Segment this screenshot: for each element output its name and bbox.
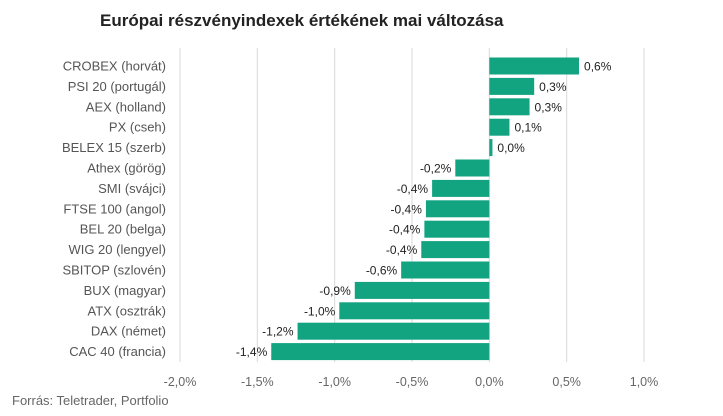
x-tick-label: 0,0% xyxy=(475,375,504,389)
category-label: SMI (svájci) xyxy=(98,181,166,196)
bar xyxy=(489,98,530,116)
value-label: -1,2% xyxy=(262,325,294,339)
value-label: -0,4% xyxy=(397,182,429,196)
bar xyxy=(339,302,490,320)
value-label: 0,0% xyxy=(497,141,525,155)
value-label: -0,4% xyxy=(391,202,423,216)
category-label: PX (cseh) xyxy=(109,120,166,135)
value-label: -0,4% xyxy=(389,223,421,237)
x-tick-label: -1,0% xyxy=(318,375,351,389)
x-axis-ticks: -2,0% -1,5% -1,0% -0,5% 0,0% 0,5% 1,0% xyxy=(164,375,659,389)
category-label: BEL 20 (belga) xyxy=(80,222,166,237)
bar xyxy=(271,343,490,361)
category-label: FTSE 100 (angol) xyxy=(63,201,166,216)
category-label: DAX (német) xyxy=(91,324,166,339)
category-label: Athex (görög) xyxy=(87,161,166,176)
value-label: 0,3% xyxy=(539,80,567,94)
value-label: -0,2% xyxy=(420,162,452,176)
bar xyxy=(424,220,490,238)
value-label: 0,1% xyxy=(514,121,542,135)
source-note: Forrás: Teletrader, Portfolio xyxy=(12,393,169,408)
x-tick-label: 1,0% xyxy=(630,375,659,389)
category-label: CAC 40 (francia) xyxy=(69,344,166,359)
category-label: BELEX 15 (szerb) xyxy=(62,140,166,155)
value-label: 0,6% xyxy=(584,60,612,74)
value-label: -0,9% xyxy=(319,284,351,298)
bar xyxy=(489,139,493,157)
bar xyxy=(489,77,535,95)
bar xyxy=(489,57,580,75)
x-tick-label: -1,5% xyxy=(241,375,274,389)
bars xyxy=(271,57,580,361)
value-labels: 0,6% 0,3% 0,3% 0,1% 0,0% -0,2% -0,4% -0,4% -0,4%… xyxy=(236,60,612,360)
bar xyxy=(297,322,490,340)
x-tick-label: 0,5% xyxy=(552,375,581,389)
category-label: WIG 20 (lengyel) xyxy=(68,242,166,257)
bar xyxy=(401,261,490,279)
bar xyxy=(421,241,490,259)
category-label: CROBEX (horvát) xyxy=(63,59,166,74)
category-labels: CROBEX (horvát) PSI 20 (portugál) AEX (hol… xyxy=(62,59,166,360)
x-tick-label: -0,5% xyxy=(396,375,429,389)
value-label: -1,4% xyxy=(236,345,268,359)
bar xyxy=(432,179,490,197)
bar xyxy=(425,200,490,218)
category-label: ATX (osztrák) xyxy=(88,303,167,318)
category-label: AEX (holland) xyxy=(86,99,166,114)
category-label: PSI 20 (portugál) xyxy=(68,79,166,94)
value-label: 0,3% xyxy=(535,100,563,114)
bar xyxy=(354,281,490,299)
category-label: SBITOP (szlovén) xyxy=(62,263,166,278)
value-label: -1,0% xyxy=(304,304,336,318)
value-label: -0,6% xyxy=(366,264,398,278)
bar xyxy=(489,118,510,136)
chart-title: Európai részvényindexek értékének mai vá… xyxy=(100,11,504,30)
bar xyxy=(455,159,490,177)
value-label: -0,4% xyxy=(386,243,418,257)
category-label: BUX (magyar) xyxy=(84,283,166,298)
x-tick-label: -2,0% xyxy=(164,375,197,389)
